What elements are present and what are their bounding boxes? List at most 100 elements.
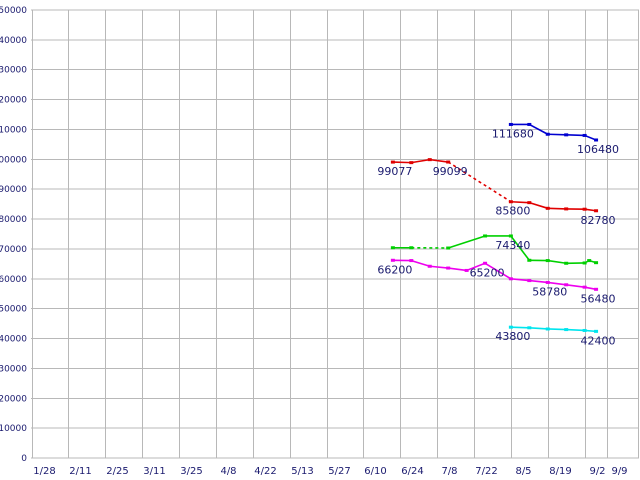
data-point-marker xyxy=(564,261,569,265)
data-point-marker xyxy=(508,122,513,126)
series-segment xyxy=(429,158,449,163)
data-point-marker xyxy=(390,160,395,164)
data-point-marker xyxy=(527,201,532,205)
data-point-marker xyxy=(527,258,532,262)
y-axis-tick-label: 10000 xyxy=(0,424,27,434)
series-segment xyxy=(510,200,530,204)
series-segment xyxy=(510,235,530,261)
data-point-marker xyxy=(545,280,550,284)
series-segment xyxy=(510,278,530,282)
data-point-marker xyxy=(508,234,513,238)
x-axis-tick-label: 7/22 xyxy=(475,466,497,477)
data-point-value-label: 106480 xyxy=(577,143,619,156)
data-point-marker xyxy=(594,209,599,213)
data-point-marker xyxy=(545,132,550,136)
data-point-marker xyxy=(508,277,513,281)
data-point-marker xyxy=(427,264,432,268)
data-point-value-label: 58780 xyxy=(532,285,567,298)
x-axis-tick-label: 5/13 xyxy=(291,466,313,477)
data-point-value-label: 56480 xyxy=(581,292,616,305)
y-axis-tick-label: 100000 xyxy=(0,155,27,165)
series-segment xyxy=(547,207,567,210)
series-segment xyxy=(529,326,548,330)
series-segment xyxy=(392,161,412,164)
series-segment xyxy=(547,133,567,136)
series-lines xyxy=(390,122,599,333)
data-point-labels: 111680 106480 99077 99099 85800 82780 74340 662… xyxy=(377,127,619,347)
data-point-value-label: 82780 xyxy=(581,214,616,227)
series-segment xyxy=(447,161,512,203)
x-axis-tick-label: 6/10 xyxy=(364,466,386,477)
series-magenta-series xyxy=(390,258,599,291)
data-point-marker xyxy=(527,122,532,126)
data-point-marker xyxy=(587,259,592,263)
data-point-marker xyxy=(545,259,550,263)
data-point-value-label: 65200 xyxy=(470,266,505,279)
x-axis-tick-label: 3/11 xyxy=(143,466,165,477)
series-segment xyxy=(466,262,486,272)
data-point-marker xyxy=(446,160,451,164)
y-axis-tick-label: 50000 xyxy=(0,305,27,315)
data-point-marker xyxy=(545,206,550,210)
series-cyan-series xyxy=(508,325,599,333)
data-point-marker xyxy=(446,266,451,270)
series-segment xyxy=(529,279,548,284)
data-point-marker xyxy=(582,328,587,332)
series-segment xyxy=(510,326,530,329)
series-segment xyxy=(566,283,585,288)
x-axis-labels: 1/28 2/11 2/25 3/11 3/25 4/8 4/22 5/13 5/27 6/10 6… xyxy=(33,466,627,477)
data-point-value-label: 85800 xyxy=(495,205,530,218)
y-axis-tick-label: 70000 xyxy=(0,245,27,255)
data-point-marker xyxy=(508,325,513,329)
data-point-marker xyxy=(594,287,599,291)
data-point-marker xyxy=(582,261,587,265)
series-green-series xyxy=(390,234,599,265)
data-point-marker xyxy=(409,161,414,165)
series-segment xyxy=(566,134,585,137)
x-axis-tick-label: 7/8 xyxy=(441,466,457,477)
series-segment xyxy=(529,201,548,210)
x-axis-tick-label: 5/27 xyxy=(328,466,350,477)
y-axis-tick-label: 0 xyxy=(21,454,27,464)
x-axis-tick-label: 4/8 xyxy=(220,466,236,477)
data-point-marker xyxy=(508,200,513,204)
series-segment xyxy=(447,235,486,249)
series-segment xyxy=(547,259,567,265)
y-axis-tick-label: 60000 xyxy=(0,275,27,285)
data-point-value-label: 74340 xyxy=(495,239,530,252)
series-segment xyxy=(566,328,585,332)
data-point-marker xyxy=(390,258,395,262)
data-point-marker xyxy=(564,283,569,287)
data-point-value-label: 43800 xyxy=(495,330,530,343)
series-segment xyxy=(411,259,430,268)
series-segment xyxy=(484,262,512,280)
y-axis-tick-label: 90000 xyxy=(0,185,27,195)
y-axis-tick-label: 30000 xyxy=(0,364,27,374)
data-point-marker xyxy=(582,207,587,211)
data-point-marker xyxy=(527,279,532,283)
data-point-marker xyxy=(582,285,587,289)
data-point-marker xyxy=(483,261,488,265)
series-blue-series xyxy=(508,122,599,142)
x-axis-tick-label: 4/22 xyxy=(254,466,276,477)
y-axis-tick-label: 120000 xyxy=(0,96,27,106)
data-point-marker xyxy=(594,261,599,265)
series-segment xyxy=(448,267,467,272)
y-axis-tick-label: 150000 xyxy=(0,6,27,16)
data-point-marker xyxy=(483,234,488,238)
data-point-marker xyxy=(527,326,532,330)
x-axis-tick-label: 2/25 xyxy=(106,466,128,477)
data-point-marker xyxy=(564,133,569,137)
data-point-value-label: 111680 xyxy=(492,127,534,140)
data-point-marker xyxy=(464,268,469,272)
data-point-value-label: 99099 xyxy=(433,165,468,178)
grid-lines xyxy=(31,9,639,459)
series-segment xyxy=(528,123,549,135)
series-segment xyxy=(429,265,449,269)
data-point-value-label: 42400 xyxy=(581,334,616,347)
x-axis-tick-label: 9/9 xyxy=(611,466,627,477)
data-point-marker xyxy=(390,246,395,250)
data-point-marker xyxy=(564,328,569,332)
